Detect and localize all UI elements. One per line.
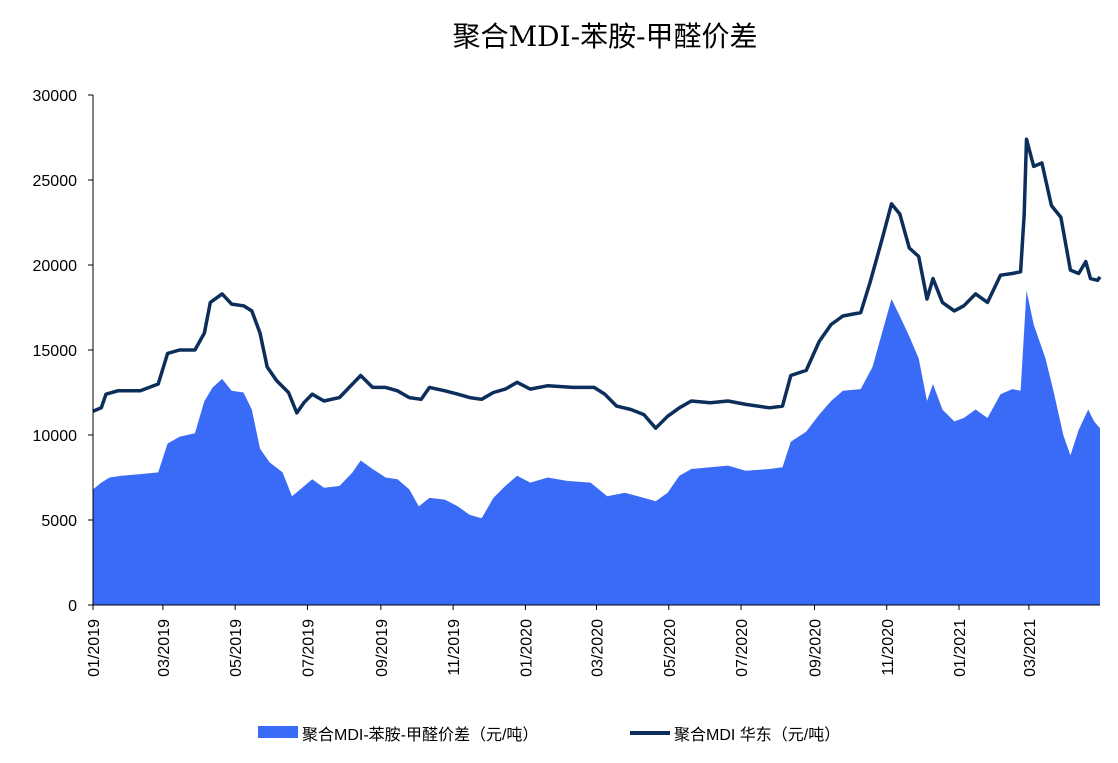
y-tick-label: 0 [68, 598, 77, 615]
y-tick-label: 20000 [33, 258, 78, 275]
x-tick-label: 11/2020 [880, 619, 897, 676]
x-tick-label: 03/2020 [590, 619, 607, 677]
legend-swatch-area [258, 726, 298, 738]
x-tick-label: 03/2019 [156, 619, 173, 677]
x-tick-label: 09/2019 [374, 619, 391, 677]
y-axis: 0 5000 10000 15000 20000 25000 30000 [33, 88, 94, 615]
y-tick-label: 10000 [33, 428, 78, 445]
y-tick-label: 30000 [33, 88, 78, 105]
x-tick-label: 05/2020 [662, 619, 679, 677]
x-tick-label: 07/2020 [734, 619, 751, 677]
y-tick-label: 15000 [33, 343, 78, 360]
x-tick-label: 01/2020 [518, 619, 535, 677]
plot-area [92, 137, 1102, 605]
legend: 聚合MDI-苯胺-甲醛价差（元/吨） 聚合MDI 华东（元/吨） [258, 726, 840, 744]
x-axis: 01/2019 03/2019 05/2019 07/2019 09/2019 11/20… [86, 604, 1100, 677]
x-tick-label: 05/2019 [228, 619, 245, 677]
x-tick-label: 07/2019 [300, 619, 317, 677]
legend-label-area: 聚合MDI-苯胺-甲醛价差（元/吨） [302, 726, 538, 744]
chart-title: 聚合MDI-苯胺-甲醛价差 [452, 20, 757, 53]
x-tick-label: 01/2019 [86, 619, 103, 677]
x-tick-label: 01/2021 [952, 619, 969, 677]
x-tick-label: 09/2020 [807, 619, 824, 677]
y-tick-label: 25000 [33, 173, 78, 190]
x-tick-label: 03/2021 [1022, 619, 1039, 677]
legend-label-line: 聚合MDI 华东（元/吨） [674, 726, 840, 744]
series-line-mdi-east-china [92, 137, 1102, 430]
series-area-spread [93, 290, 1100, 605]
x-tick-label: 11/2019 [446, 619, 463, 676]
y-tick-label: 5000 [41, 513, 77, 530]
